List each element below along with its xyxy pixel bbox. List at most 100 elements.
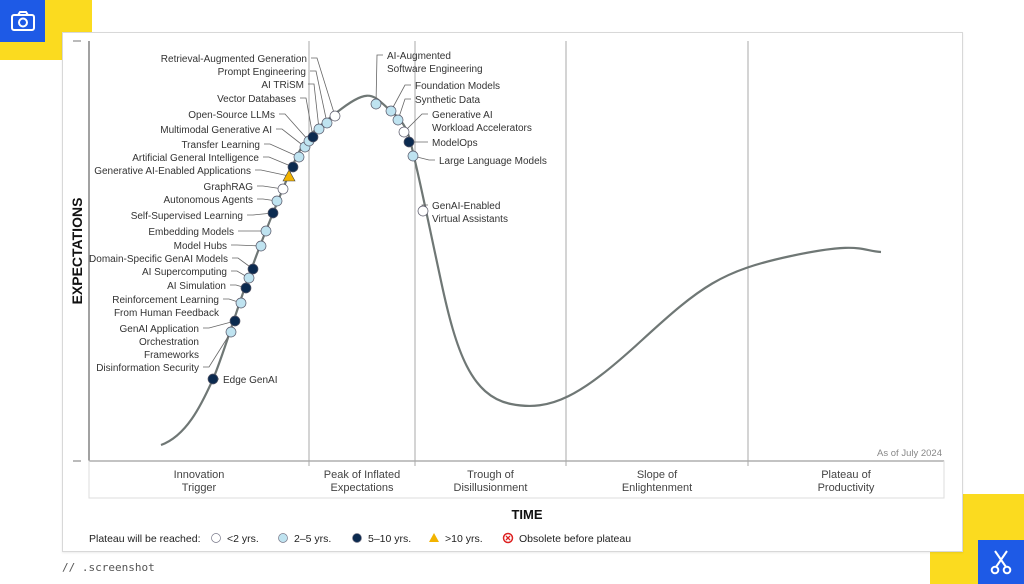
technology-label: Retrieval-Augmented Generation [161,54,307,65]
leader-line [263,156,294,168]
leader-line [403,113,428,133]
leader-line [264,143,300,158]
leader-line [255,169,290,177]
light-circle-marker [370,98,382,110]
leader-line [310,70,328,124]
technology-label: AI-Augmented Software Engineering [387,51,483,75]
technology-label: ModelOps [432,138,478,149]
white-circle-marker [329,110,341,122]
leader-line [397,98,411,121]
legend-label: <2 yrs. [227,533,259,545]
light-circle-marker [235,297,247,309]
leader-line [308,83,320,130]
legend-title: Plateau will be reached: [89,533,201,545]
technology-label: Reinforcement Learning From Human Feedbac… [112,295,220,319]
camera-button[interactable] [0,0,45,42]
phase-label-4: Plateau of Productivity [818,469,875,494]
technology-label: Disinformation Security [96,363,199,374]
white-circle-marker [417,205,429,217]
leader-line [231,244,262,247]
leader-line [390,84,411,112]
phase-label-2: Trough of Disillusionment [454,469,528,494]
leader-line [247,212,274,216]
legend-label: 2–5 yrs. [294,533,331,545]
technology-label: Prompt Engineering [218,67,306,78]
leader-line [375,54,383,105]
dark-circle-marker [229,315,241,327]
technology-label: AI Supercomputing [142,267,227,278]
leader-line [300,97,314,138]
light-circle-marker [313,123,325,135]
legend-dark-blue-circle-icon [352,533,362,543]
phase-label-box [88,460,945,499]
phase-label-1: Peak of Inflated Expectations [324,469,400,494]
legend-triangle-icon [429,533,439,542]
scissors-icon [990,550,1012,575]
white-circle-marker [277,183,289,195]
dark-circle-marker [403,136,415,148]
technology-label: Synthetic Data [415,95,480,106]
technology-label: Generative AI-Enabled Applications [94,166,251,177]
light-circle-marker [385,105,397,117]
technology-label: GenAI-Enabled Virtual Assistants [432,201,508,225]
technology-label: Model Hubs [174,241,227,252]
technology-label: Foundation Models [415,81,500,92]
technology-label: Embedding Models [148,227,234,238]
light-circle-marker [293,151,305,163]
hype-cycle-chart: Innovation Trigger Peak of Inflated Expecta… [69,40,945,545]
leader-line [232,257,254,270]
y-axis-label: EXPECTATIONS [69,198,85,305]
dark-circle-marker [267,207,279,219]
technology-label: Autonomous Agents [163,195,253,206]
leader-line [276,128,306,148]
leader-line [311,57,336,117]
yellow-triangle-marker [282,169,296,182]
phase-label-3: Slope of Enlightenment [622,469,692,494]
technology-label: Transfer Learning [181,140,260,151]
technology-label: Self-Supervised Learning [131,211,243,222]
technology-label: Artificial General Intelligence [132,153,259,164]
light-circle-marker [255,240,267,252]
technology-label: Generative AI Workload Accelerators [432,110,532,134]
legend-label: Obsolete before plateau [519,533,631,545]
leader-line [279,113,310,142]
legend-white-circle-icon [211,533,221,543]
technology-label: AI Simulation [167,281,226,292]
legend-label: 5–10 yrs. [368,533,411,545]
technology-label: Open-Source LLMs [188,110,275,121]
leader-line [412,155,435,161]
technology-label: Vector Databases [217,94,296,105]
white-circle-marker [398,126,410,138]
dark-circle-marker [307,131,319,143]
leader-line [203,331,232,368]
technology-label: AI TRiSM [261,80,304,91]
legend-light-blue-circle-icon [278,533,288,543]
dark-circle-marker [240,282,252,294]
hype-cycle-card: Innovation Trigger Peak of Inflated Expecta… [62,32,963,552]
dark-circle-marker [247,263,259,275]
legend-x-icon [505,535,511,541]
camera-icon [10,11,35,31]
light-circle-marker [407,150,419,162]
light-circle-marker [392,114,404,126]
technology-label: Domain-Specific GenAI Models [89,254,228,265]
phase-label-0: Innovation Trigger [174,469,225,494]
as-of-date: As of July 2024 [877,448,942,459]
dark-circle-marker [207,373,219,385]
leader-line [257,185,284,190]
technology-label: Edge GenAI [223,375,277,386]
scissors-button[interactable] [978,540,1024,584]
technology-label: GenAI Application Orchestration Frameworks [120,324,200,361]
light-circle-marker [271,195,283,207]
light-circle-marker [243,272,255,284]
light-circle-marker [321,117,333,129]
light-circle-marker [225,326,237,338]
brand-footer: // .screenshot [62,561,155,574]
technology-label: Large Language Models [439,156,547,167]
legend-label: >10 yrs. [445,533,483,545]
technology-label: Multimodal Generative AI [160,125,272,136]
leader-line [203,320,236,329]
technology-label: GraphRAG [204,182,254,193]
hype-curve [160,94,882,447]
dark-circle-marker [287,161,299,173]
